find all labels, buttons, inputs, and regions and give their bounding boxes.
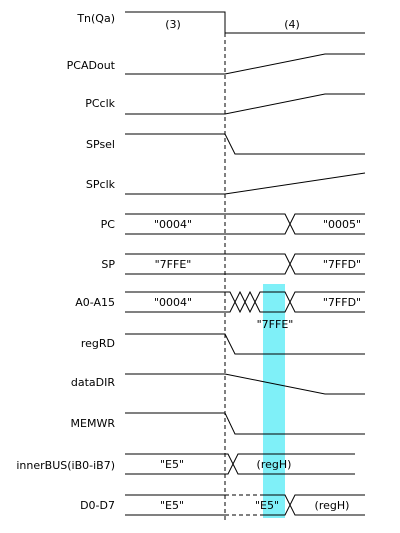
waveform-memwr xyxy=(125,412,365,435)
bus-innerbus xyxy=(125,453,355,475)
signal-label-spclk: SPclk xyxy=(86,178,116,191)
waveform-pcadout xyxy=(125,53,365,75)
waveform-spsel xyxy=(125,133,365,155)
sp-value-before: "7FFE" xyxy=(155,258,192,271)
data-value-after: (regH) xyxy=(315,499,350,512)
signal-label-pc: PC xyxy=(101,218,116,231)
addr-value-before: "0004" xyxy=(154,296,192,309)
waveform-datadir xyxy=(125,373,365,395)
data-value-before: "E5" xyxy=(160,499,184,512)
highlight-band xyxy=(263,284,285,518)
bus-pc xyxy=(125,213,365,235)
innerbus-value-before: "E5" xyxy=(160,458,184,471)
phase-label-3: (3) xyxy=(165,18,181,31)
signal-label-memwr: MEMWR xyxy=(71,417,116,430)
signal-label-addr: A0-A15 xyxy=(75,296,115,309)
signal-label-datadir: dataDIR xyxy=(71,376,115,389)
signal-label-regrd: regRD xyxy=(81,337,115,350)
signal-label-pcadout: PCADout xyxy=(67,59,116,72)
waveform-regrd xyxy=(125,333,365,355)
bus-data-dashed xyxy=(225,494,262,516)
waveform-spclk xyxy=(125,172,366,195)
signal-label-spsel: SPsel xyxy=(86,138,115,151)
sp-value-after: "7FFD" xyxy=(323,258,361,271)
signal-label-data: D0-D7 xyxy=(80,499,115,512)
bus-data-solid xyxy=(125,494,365,516)
waveform-tn xyxy=(125,11,365,34)
innerbus-value-after: (regH) xyxy=(257,458,292,471)
bus-addr xyxy=(125,290,365,314)
signal-label-sp: SP xyxy=(101,258,115,271)
bus-sp xyxy=(125,253,365,275)
addr-value-after: "7FFD" xyxy=(323,296,361,309)
pc-value-after: "0005" xyxy=(323,218,361,231)
addr-value-mid: "7FFE" xyxy=(257,318,294,331)
signal-label-innerbus: innerBUS(iB0-iB7) xyxy=(16,459,115,472)
phase-label-4: (4) xyxy=(284,18,300,31)
data-value-mid: "E5" xyxy=(255,499,279,512)
pc-value-before: "0004" xyxy=(154,218,192,231)
signal-label-tn: Tn(Qa) xyxy=(76,12,115,25)
waveform-pcclk xyxy=(125,93,365,115)
signal-label-pcclk: PCclk xyxy=(85,97,115,110)
